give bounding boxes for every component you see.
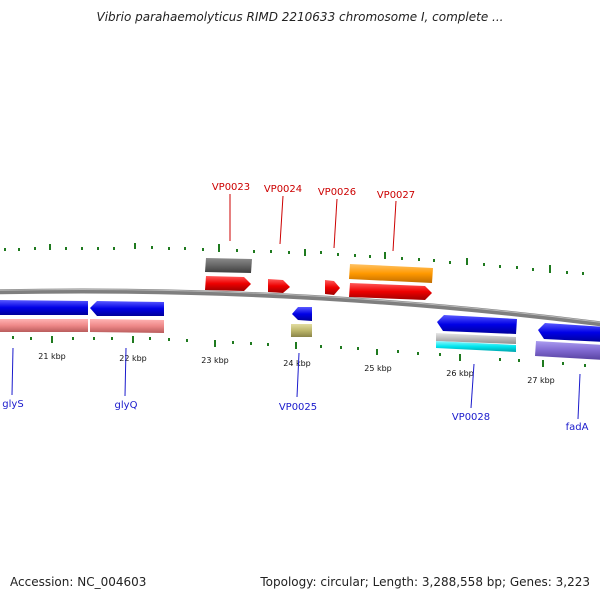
- glys-cds-arrow[interactable]: [0, 300, 88, 315]
- fada-gene-bar[interactable]: [535, 341, 600, 360]
- ruler-label: 25 kbp: [364, 364, 392, 373]
- gene-label-fada[interactable]: fadA: [566, 422, 589, 433]
- vp0025-gene-bar[interactable]: [291, 324, 312, 337]
- vp0023-cds-arrow[interactable]: [205, 276, 251, 291]
- ruler-label: 26 kbp: [446, 369, 474, 378]
- gene-label-vp0028[interactable]: VP0028: [452, 412, 490, 423]
- vp0027-cds-arrow[interactable]: [349, 283, 432, 300]
- glys-gene-bar[interactable]: [0, 319, 88, 332]
- gene-label-vp0025[interactable]: VP0025: [279, 402, 317, 413]
- genome-backbone-highlight: [0, 288, 600, 323]
- vp0028-gene-bar[interactable]: [436, 333, 516, 344]
- genome-backbone: [0, 288, 600, 327]
- forward-features: [205, 258, 433, 300]
- vp0027-gene-bar[interactable]: [349, 264, 433, 283]
- gene-label-vp0027[interactable]: VP0027: [377, 190, 415, 201]
- glyq-gene-bar[interactable]: [90, 319, 164, 333]
- ruler-label: 23 kbp: [201, 356, 229, 365]
- ruler-label: 22 kbp: [119, 354, 147, 363]
- gene-label-glys[interactable]: glyS: [2, 399, 23, 410]
- top-gene-labels: VP0023 VP0024 VP0026 VP0027: [212, 182, 415, 201]
- glyq-cds-arrow[interactable]: [90, 301, 164, 316]
- ruler-label: 24 kbp: [283, 359, 311, 368]
- vp0023-gene-bar[interactable]: [205, 258, 252, 273]
- fada-cds-arrow[interactable]: [538, 323, 600, 342]
- bottom-gene-labels: glyS glyQ VP0025 VP0028 fadA: [2, 399, 588, 433]
- gene-label-glyq[interactable]: glyQ: [115, 400, 138, 411]
- ruler-labels: 21 kbp 22 kbp 23 kbp 24 kbp 25 kbp 26 kb…: [38, 352, 555, 385]
- vp0025-cds-arrow[interactable]: [292, 307, 312, 321]
- ruler-label: 27 kbp: [527, 376, 555, 385]
- inner-tick-ring: [12, 336, 586, 367]
- page-title: Vibrio parahaemolyticus RIMD 2210633 chr…: [96, 10, 504, 24]
- top-label-leaders: [229, 194, 397, 252]
- reverse-features: [0, 300, 600, 360]
- vp0028-rna-bar[interactable]: [436, 341, 516, 352]
- bottom-label-leaders: [11, 347, 581, 420]
- gene-label-vp0024[interactable]: VP0024: [264, 184, 302, 195]
- gene-label-vp0023[interactable]: VP0023: [212, 182, 250, 193]
- gene-label-vp0026[interactable]: VP0026: [318, 187, 356, 198]
- ruler-label: 21 kbp: [38, 352, 66, 361]
- vp0026-cds-arrow[interactable]: [325, 280, 340, 295]
- outer-tick-ring: [4, 243, 584, 275]
- vp0024-cds-arrow[interactable]: [268, 279, 290, 293]
- vp0028-cds-arrow[interactable]: [437, 315, 517, 334]
- accession-text: Accession: NC_004603: [10, 575, 147, 589]
- genome-summary-text: Topology: circular; Length: 3,288,558 bp…: [260, 575, 590, 589]
